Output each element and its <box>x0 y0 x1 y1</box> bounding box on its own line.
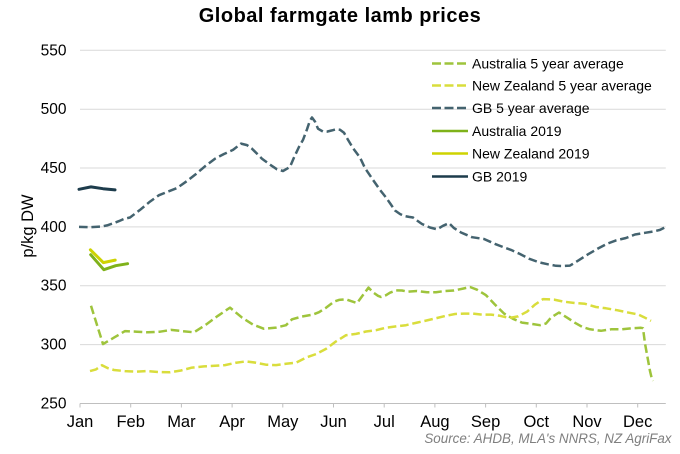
svg-text:Oct: Oct <box>523 413 549 431</box>
svg-text:Jan: Jan <box>67 413 94 431</box>
svg-text:Apr: Apr <box>219 413 245 431</box>
svg-text:p/kg DW: p/kg DW <box>19 194 37 258</box>
svg-text:Sep: Sep <box>471 413 500 431</box>
svg-text:450: 450 <box>41 160 67 177</box>
svg-text:Australia 2019: Australia 2019 <box>472 123 562 139</box>
svg-text:Jun: Jun <box>320 413 347 431</box>
svg-text:350: 350 <box>41 278 67 295</box>
svg-text:500: 500 <box>41 101 67 118</box>
svg-text:Dec: Dec <box>623 413 652 431</box>
svg-text:Aug: Aug <box>420 413 449 431</box>
svg-text:Global farmgate lamb prices: Global farmgate lamb prices <box>199 5 481 27</box>
svg-text:GB 2019: GB 2019 <box>472 169 527 185</box>
svg-text:New Zealand 5 year average: New Zealand 5 year average <box>472 78 652 94</box>
svg-text:400: 400 <box>41 219 67 236</box>
svg-text:300: 300 <box>41 337 67 354</box>
svg-text:GB 5 year average: GB 5 year average <box>472 100 590 116</box>
svg-text:Australia 5 year average: Australia 5 year average <box>472 56 624 72</box>
svg-text:New Zealand 2019: New Zealand 2019 <box>472 146 590 162</box>
svg-text:250: 250 <box>41 396 67 413</box>
svg-text:May: May <box>267 413 299 431</box>
svg-text:Mar: Mar <box>167 413 196 431</box>
svg-text:Feb: Feb <box>116 413 144 431</box>
svg-text:Source: AHDB, MLA's NNRS, NZ A: Source: AHDB, MLA's NNRS, NZ AgriFax <box>424 431 672 446</box>
svg-text:Jul: Jul <box>374 413 395 431</box>
svg-text:550: 550 <box>41 42 67 59</box>
svg-text:Nov: Nov <box>572 413 602 431</box>
